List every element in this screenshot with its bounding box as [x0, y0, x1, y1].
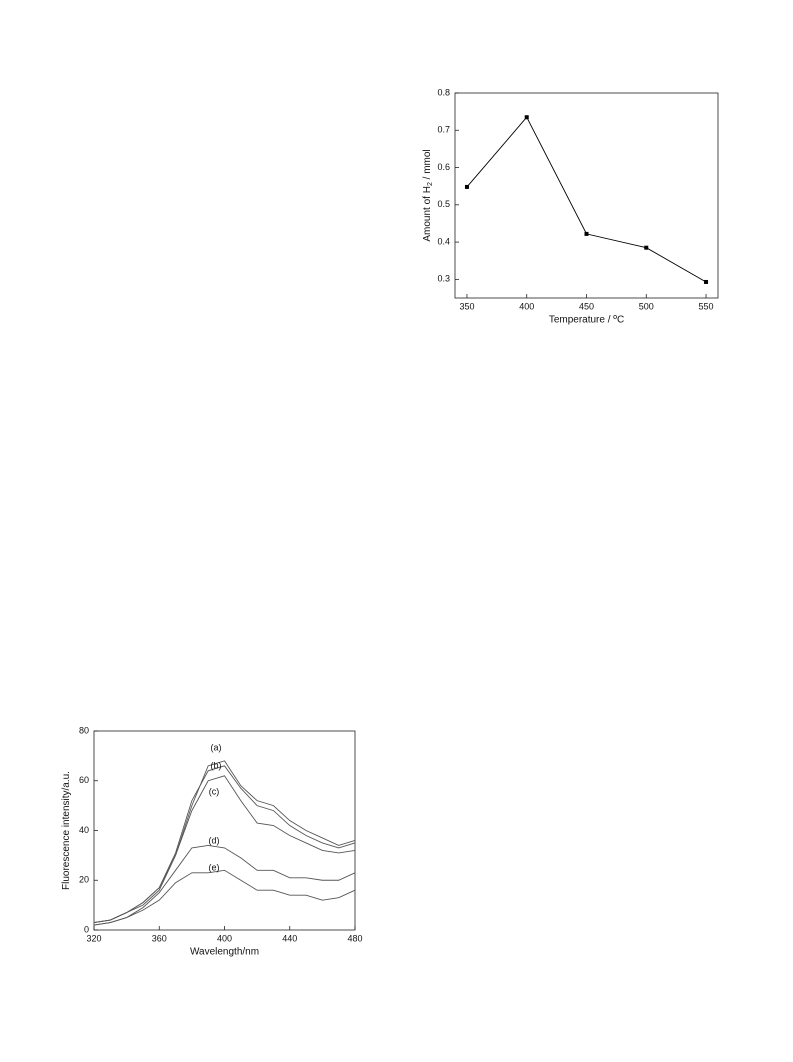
x-tick-label: 500	[639, 301, 654, 311]
x-tick-label: 440	[282, 933, 297, 943]
y-tick-label: 60	[79, 775, 89, 785]
y-tick-label: 0.5	[437, 199, 450, 209]
series-line	[93, 844, 356, 926]
series-label: (d)	[209, 835, 220, 845]
y-tick-label: 0.8	[437, 87, 450, 97]
x-tick-label: 400	[519, 301, 534, 311]
y-axis-title-part: Amount of H	[422, 186, 433, 242]
x-tick-label: 360	[152, 933, 167, 943]
x-tick-label: 350	[459, 301, 474, 311]
series-label: (a)	[211, 742, 222, 752]
y-tick-label: 0.7	[437, 125, 450, 135]
y-tick-label: 20	[79, 875, 89, 885]
y-axis-title-part: 2	[427, 182, 434, 186]
x-tick-label: 550	[699, 301, 714, 311]
x-axis-title: Wavelength/nm	[190, 947, 259, 958]
marker	[584, 231, 589, 236]
marker	[524, 115, 529, 120]
marker	[644, 245, 649, 250]
x-tick-label: 450	[579, 301, 594, 311]
series-line	[93, 869, 356, 926]
series-label: (c)	[209, 786, 220, 796]
y-axis-title: Amount of H2 / mmol	[422, 149, 435, 241]
series-label: (e)	[209, 862, 220, 872]
y-tick-label: 40	[79, 825, 89, 835]
y-axis-title-part: Fluorescence intensity/a.u.	[61, 771, 72, 890]
x-axis-title: Temperature / ºC	[549, 315, 624, 326]
x-tick-label: 320	[86, 933, 101, 943]
y-tick-label: 0.6	[437, 162, 450, 172]
marker	[464, 184, 469, 189]
y-tick-label: 80	[79, 725, 89, 735]
y-axis-title-part: / mmol	[422, 149, 433, 182]
series-line	[466, 116, 707, 283]
y-tick-label: 0.3	[437, 274, 450, 284]
series-line	[93, 775, 356, 923]
y-tick-label: 0.4	[437, 236, 450, 246]
y-axis-title: Fluorescence intensity/a.u.	[61, 771, 72, 890]
plot-frame	[454, 92, 719, 299]
series-label: (b)	[211, 760, 222, 770]
marker	[704, 279, 709, 284]
y-tick-label: 0	[84, 924, 89, 934]
x-tick-label: 400	[217, 933, 232, 943]
series-line	[93, 765, 356, 923]
x-tick-label: 480	[347, 933, 362, 943]
